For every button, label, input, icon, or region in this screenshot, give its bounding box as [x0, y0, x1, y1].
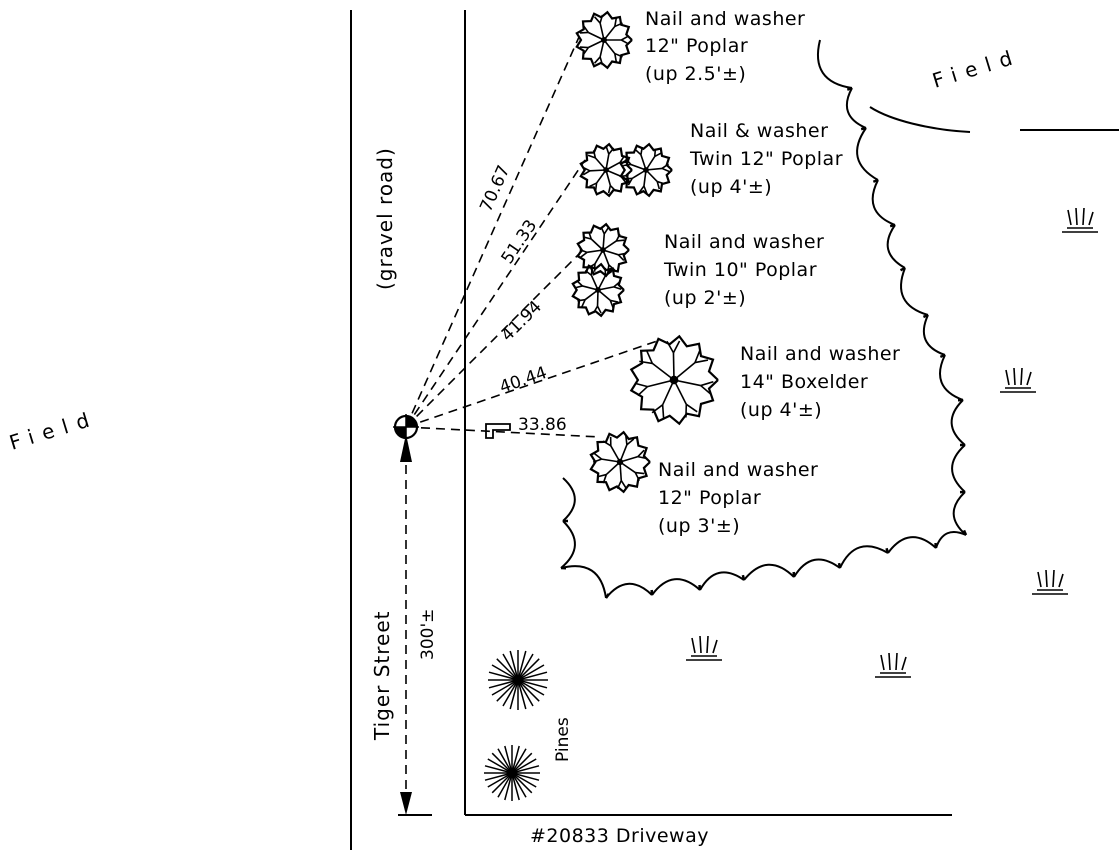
scallop-tick-7	[939, 353, 946, 359]
scallop-tick-5	[899, 266, 906, 272]
tree-line	[560, 39, 968, 599]
marsh-grass-icon	[686, 635, 722, 661]
scallop-21	[560, 520, 576, 569]
scallop-tick-16	[741, 574, 746, 581]
tree-note-5-line-1: Nail and washer	[658, 459, 818, 481]
marsh-grass-icon	[1062, 207, 1098, 233]
field-boundary-curve	[869, 106, 971, 133]
scallop-tick-12	[934, 542, 938, 549]
scallop-tick-4	[889, 223, 896, 228]
scallop-17	[699, 571, 745, 591]
tree-note-1-line-2: 12" Poplar	[645, 35, 748, 57]
distance-300-label: 300'±	[418, 609, 438, 660]
scallop-14	[839, 545, 889, 569]
scallop-tick-14	[837, 562, 842, 569]
distance-label-3: 41.94	[497, 297, 546, 346]
scallop-18	[651, 578, 701, 596]
tie-line-2	[405, 159, 586, 428]
scallop-10	[951, 444, 966, 493]
tree-note-5-line-2: 12" Poplar	[658, 487, 761, 509]
driveway-label: #20833 Driveway	[530, 825, 709, 847]
tree-note-4-line-2: 14" Boxelder	[740, 371, 868, 393]
scallop-15	[793, 558, 841, 578]
tree-note-1-line-3: (up 2.5'±)	[645, 63, 746, 85]
direction-arrow-icon	[400, 434, 412, 462]
marsh-grass-icon	[1032, 569, 1068, 595]
scallop-13	[887, 536, 937, 554]
tree-note-5-line-3: (up 3'±)	[658, 515, 740, 537]
distance-label-5: 33.86	[518, 415, 567, 435]
tree-icon	[575, 10, 633, 70]
tree-note-1-line-1: Nail and washer	[645, 8, 805, 30]
scallop-20	[560, 565, 607, 599]
scallop-11	[952, 491, 967, 536]
scallop-8	[939, 354, 964, 401]
gravel-road-label: (gravel road)	[373, 147, 397, 290]
scallop-tick-17	[698, 584, 702, 591]
scallop-6	[900, 267, 929, 316]
scallop-tick-19	[604, 593, 610, 599]
scallop-tick-6	[922, 313, 929, 319]
tree-note-2-line-3: (up 4'±)	[690, 176, 772, 198]
distance-label-4: 40.44	[497, 363, 550, 398]
scallop-19	[605, 582, 653, 599]
tree-icon	[571, 262, 625, 318]
tree-icon	[589, 430, 651, 494]
tree-symbols	[571, 10, 719, 494]
distance-label-2: 51.33	[498, 216, 542, 268]
marsh-grass-icon	[1000, 367, 1036, 393]
scallop-tick-13	[885, 547, 890, 554]
tree-note-3: Nail and washer Twin 10" Poplar (up 2'±)	[663, 231, 824, 309]
pines-label: Pines	[553, 717, 573, 762]
tree-note-4: Nail and washer 14" Boxelder (up 4'±)	[740, 343, 900, 421]
scallop-tick-1	[846, 86, 853, 91]
scallop-1	[816, 39, 853, 89]
tree-note-2-line-1: Nail & washer	[690, 120, 828, 142]
scallop-2	[845, 87, 867, 129]
tie-line-1	[405, 36, 580, 428]
tree-icon	[629, 334, 719, 426]
tree-note-1: Nail and washer 12" Poplar (up 2.5'±)	[645, 8, 805, 85]
tie-line-3	[405, 247, 586, 428]
tree-icon	[619, 142, 673, 198]
tree-note-2: Nail & washer Twin 12" Poplar (up 4'±)	[689, 120, 843, 198]
pine-icon	[488, 650, 548, 710]
scallop-tick-2	[860, 126, 867, 131]
tie-lines	[405, 36, 661, 438]
scallop-4	[871, 179, 896, 226]
tree-note-3-line-1: Nail and washer	[664, 231, 824, 253]
tree-note-4-line-3: (up 4'±)	[740, 399, 822, 421]
scallop-16	[743, 563, 795, 581]
tree-note-3-line-2: Twin 10" Poplar	[663, 259, 817, 281]
scallop-22	[562, 477, 576, 522]
scallop-5	[886, 224, 906, 269]
tree-note-2-line-2: Twin 12" Poplar	[689, 148, 843, 170]
tree-note-3-line-3: (up 2'±)	[664, 287, 746, 309]
scallop-tick-3	[872, 178, 879, 183]
distance-label-1: 70.67	[476, 162, 514, 215]
pine-symbols	[484, 650, 548, 801]
control-point-icon	[393, 414, 419, 440]
field-label-left: Field	[6, 405, 100, 455]
scallop-3	[856, 127, 879, 181]
tree-note-4-line-1: Nail and washer	[740, 343, 900, 365]
arrow-down-icon	[400, 792, 412, 815]
scallop-9	[950, 399, 966, 446]
scallop-7	[923, 314, 946, 356]
tiger-street-label: Tiger Street	[370, 610, 394, 741]
marsh-grass-symbols	[686, 207, 1098, 678]
marsh-grass-icon	[875, 652, 911, 678]
tie-line-5	[405, 426, 601, 438]
field-label-right: Field	[929, 43, 1023, 93]
scallop-12	[935, 531, 967, 549]
pine-icon	[484, 745, 540, 801]
scallop-tick-11	[962, 529, 968, 536]
nail-marker-icon	[485, 423, 511, 439]
tree-note-5: Nail and washer 12" Poplar (up 3'±)	[658, 459, 818, 537]
